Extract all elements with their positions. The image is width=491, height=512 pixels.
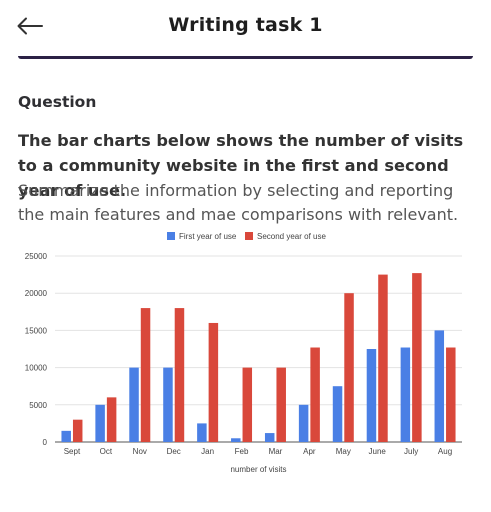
x-tick-label: Oct (100, 447, 113, 456)
bar-chart: 0 5000 10000 15000 20000 25000 Sept Oct Nov Dec Ja… (25, 232, 462, 474)
bar-first-year (163, 367, 173, 442)
x-tick-label: Jan (201, 447, 214, 456)
bar-first-year (434, 330, 445, 442)
x-tick-label: Feb (235, 447, 249, 456)
bar-first-year (332, 386, 343, 442)
question-text: The bar charts below shows the number of… (18, 131, 464, 200)
legend-label: First year of use (179, 232, 237, 241)
x-tick-label: June (369, 447, 387, 456)
bar-second-year (446, 347, 456, 442)
y-tick-label: 0 (43, 438, 48, 447)
bar-second-year (174, 308, 185, 442)
bar-second-year (208, 322, 219, 442)
bar-second-year (106, 397, 117, 442)
x-axis-label: number of visits (230, 465, 286, 474)
y-tick-label: 5000 (29, 401, 47, 410)
bar-second-year (276, 367, 286, 442)
question-instructions: Summarize the information by selecting a… (18, 181, 459, 224)
bar-second-year (344, 293, 354, 442)
page-title: Writing task 1 (168, 14, 323, 36)
x-tick-label: July (404, 447, 418, 456)
bar-first-year (61, 430, 71, 442)
bar-second-year (378, 274, 388, 442)
y-tick-label: 25000 (25, 252, 48, 261)
bar-first-year (95, 404, 105, 442)
x-tick-label: Nov (133, 447, 147, 456)
legend-swatch (167, 232, 175, 240)
y-tick-label: 20000 (25, 289, 48, 298)
x-tick-label: Sept (64, 447, 81, 456)
section-label: Question (18, 93, 97, 111)
x-tick-label: Apr (303, 447, 316, 456)
bar-first-year (197, 423, 207, 442)
back-button[interactable] (16, 14, 44, 38)
bar-second-year (72, 419, 83, 442)
legend-swatch (245, 232, 253, 240)
bar-second-year (310, 347, 320, 442)
bar-first-year (366, 349, 377, 442)
bar-first-year (400, 347, 411, 442)
y-tick-label: 10000 (25, 364, 48, 373)
arrow-left-icon (17, 17, 43, 35)
bar-first-year (264, 433, 275, 442)
x-tick-label: Dec (167, 447, 181, 456)
bar-first-year (231, 438, 241, 442)
header: Writing task 1 (0, 0, 491, 59)
x-tick-label: Mar (269, 447, 283, 456)
y-tick-label: 15000 (25, 326, 48, 335)
header-divider (18, 56, 473, 59)
x-tick-label: May (336, 447, 351, 456)
x-tick-label: Aug (438, 447, 452, 456)
bar-second-year (412, 273, 422, 442)
bar-second-year (242, 367, 253, 442)
bar-first-year (298, 404, 309, 442)
legend-label: Second year of use (257, 232, 326, 241)
bar-second-year (140, 308, 151, 442)
bar-first-year (129, 367, 139, 442)
